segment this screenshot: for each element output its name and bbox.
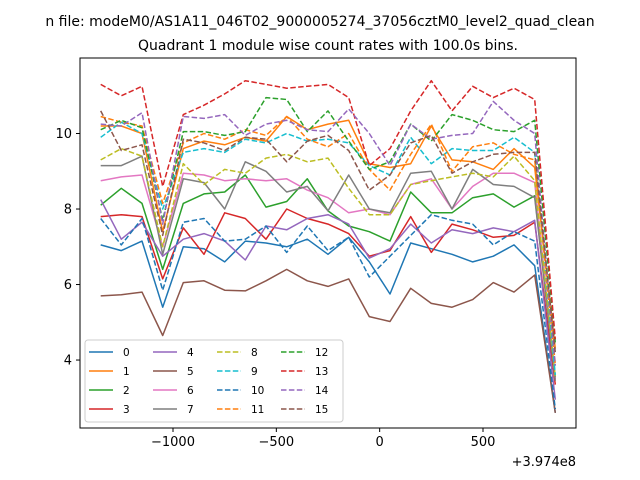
x-tick-label: 0 [376,435,384,450]
legend-label-5: 5 [187,366,194,378]
legend-label-1: 1 [123,366,130,378]
series-line-5 [100,268,557,414]
series-line-15 [100,110,557,353]
x-tick-label: −1000 [151,435,195,450]
legend-label-3: 3 [123,404,130,416]
plot-lines [100,79,557,414]
series-line-0 [100,236,557,414]
legend-label-4: 4 [187,347,194,359]
series-line-10 [100,213,557,410]
x-tick-label: 500 [471,435,496,450]
legend-label-0: 0 [123,347,130,359]
x-axis: −1000 −500 0 500 [151,428,495,450]
legend-label-12: 12 [315,347,328,359]
series-line-1 [100,115,557,349]
legend-label-8: 8 [251,347,258,359]
series-line-13 [100,79,557,340]
legend-label-14: 14 [315,385,329,397]
legend-label-2: 2 [123,385,130,397]
series-line-8 [100,147,557,378]
y-axis: 4 6 8 10 [55,127,80,369]
legend-label-10: 10 [251,385,264,397]
legend-label-11: 11 [251,404,264,416]
legend-label-9: 9 [251,366,258,378]
x-tick-label: −500 [258,435,294,450]
legend-label-13: 13 [315,366,328,378]
y-tick-label: 4 [64,354,72,369]
legend-label-15: 15 [315,404,328,416]
series-line-12 [100,96,557,344]
y-tick-label: 10 [55,127,72,142]
series-line-6 [100,172,557,379]
legend-label-6: 6 [187,385,194,397]
y-tick-label: 6 [64,278,72,293]
x-offset-label: +3.974e8 [512,455,576,470]
series-line-11 [100,115,557,364]
chart-title: Quadrant 1 module wise count rates with … [138,38,518,54]
chart-suptitle: n file: modeM0/AS1A11_046T02_9000005274_… [45,14,594,30]
legend-frame [84,339,344,423]
series-line-14 [100,100,557,366]
legend-label-7: 7 [187,404,194,416]
plot-frame [79,57,577,429]
y-tick-label: 8 [64,203,72,218]
